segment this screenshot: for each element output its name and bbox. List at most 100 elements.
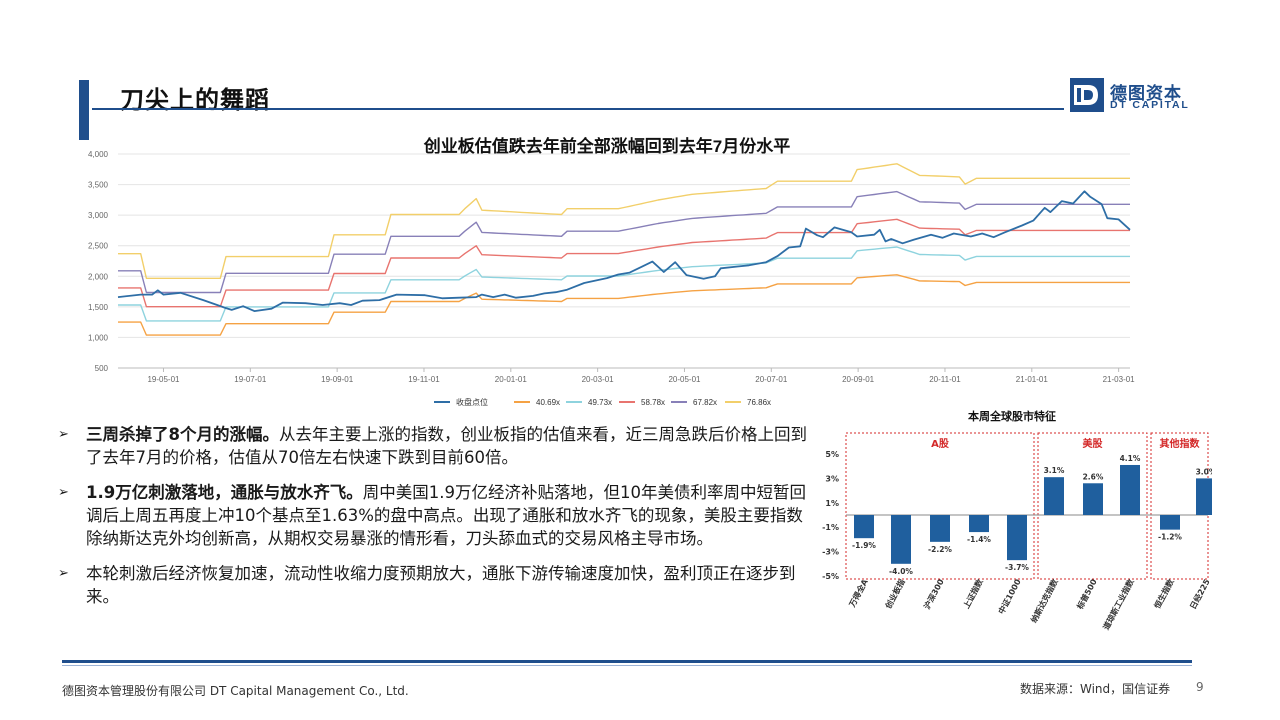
- y-tick-label: -5%: [822, 572, 839, 581]
- category-label: 纳斯达克指数: [1028, 576, 1060, 624]
- bar: [854, 515, 874, 539]
- category-label: 上证指数: [961, 576, 985, 610]
- bullet-arrow-icon: ➢: [58, 485, 69, 500]
- bar: [1083, 483, 1103, 515]
- series-line: [118, 246, 1130, 322]
- bar: [1120, 464, 1140, 515]
- footer-rule: [62, 660, 1192, 663]
- commentary-bullets: ➢ 三周杀掉了8个月的涨幅。从去年主要上涨的指数，创业板指的估值来看，近三周急跌…: [58, 423, 818, 620]
- legend-label: 收盘点位: [456, 397, 488, 407]
- bar-value-label: -3.7%: [1005, 563, 1029, 572]
- bar: [891, 515, 911, 564]
- bar-value-label: -1.9%: [852, 541, 876, 550]
- x-tick-label: 20-01-01: [495, 375, 528, 384]
- category-label: 中证1000: [996, 577, 1023, 616]
- y-tick-label: 3,000: [88, 211, 109, 220]
- group-label: 其他指数: [1160, 437, 1201, 450]
- bar: [969, 515, 989, 533]
- legend-label: 58.78x: [641, 398, 665, 407]
- legend-label: 67.82x: [693, 398, 717, 407]
- bullet-text: 从去年主要上涨的指数，创业板指的估值来看，近三周急跌后价格上回到了去年7月的价格…: [86, 425, 807, 467]
- series-line: [118, 274, 1130, 336]
- bar: [1196, 478, 1212, 515]
- side-chart-bars: -1.9% 万得全A -4.0%创业板指 -2.2% 沪深300 -1.4% 上证指数 -3.…: [846, 454, 1212, 631]
- bullet-text: 周中美国1.9万亿经济补贴落地，但10年美债利率周中短暂回调后上周五再度上冲10…: [86, 483, 806, 548]
- x-tick-label: 19-09-01: [321, 375, 354, 384]
- bar: [930, 515, 950, 542]
- series-line: [117, 190, 1131, 312]
- group-label: 美股: [1083, 437, 1104, 450]
- title-accent-bar: [79, 80, 89, 140]
- bar-value-label: -2.2%: [928, 545, 952, 554]
- bullet-text: 本轮刺激后经济恢复加速，流动性收缩力度预期放大，通胀下游传输速度加快，盈利顶正在…: [86, 564, 796, 606]
- x-tick-label: 21-01-01: [1016, 375, 1049, 384]
- x-tick-label: 21-03-01: [1103, 375, 1136, 384]
- title-underline: [92, 108, 1064, 110]
- global-markets-bar-chart: 本周全球股市特征 A股 美股 其他指数 5% 3% 1% -1% -3% -5% -1.9% 万…: [822, 409, 1212, 631]
- x-tick-label: 20-09-01: [842, 375, 875, 384]
- bar-value-label: -4.0%: [889, 567, 913, 576]
- logo-chinese-name: 德图资本: [1110, 84, 1182, 104]
- y-tick-label: 5%: [825, 450, 839, 459]
- main-chart-title: 创业板估值跌去年前全部涨幅回到去年7月份水平: [423, 136, 790, 156]
- bullet-item: ➢ 1.9万亿刺激落地，通胀与放水齐飞。周中美国1.9万亿经济补贴落地，但10年…: [58, 481, 818, 550]
- y-tick-label: 3,500: [88, 181, 109, 190]
- main-chart-x-axis: 19-05-01 19-07-01 19-09-01 19-11-01 20-01-01…: [118, 367, 1136, 384]
- legend-label: 76.86x: [747, 398, 771, 407]
- y-tick-label: 500: [95, 364, 109, 373]
- main-chart-legend: 收盘点位 40.69x 49.73x 58.78x 67.82x 76.86x: [434, 397, 771, 407]
- series-line: [118, 163, 1130, 279]
- x-tick-label: 20-11-01: [929, 375, 961, 384]
- bullet-arrow-icon: ➢: [58, 427, 69, 442]
- legend-label: 40.69x: [536, 398, 560, 407]
- dt-logo-icon: [1070, 78, 1104, 112]
- bullet-headline: 1.9万亿刺激落地，通胀与放水齐飞。: [86, 483, 363, 502]
- category-label: 沪深300: [922, 577, 946, 611]
- bar-value-label: 4.1%: [1120, 454, 1141, 463]
- main-chart-y-axis: 500 1,000 1,500 2,000 2,500 3,000 3,500 4,000: [88, 150, 109, 373]
- bullet-arrow-icon: ➢: [58, 566, 69, 581]
- category-label: 标普500: [1074, 577, 1099, 612]
- y-tick-label: -3%: [822, 548, 839, 557]
- legend-label: 49.73x: [588, 398, 612, 407]
- bar-value-label: -1.2%: [1158, 533, 1182, 542]
- bar: [1044, 477, 1064, 515]
- group-label: A股: [931, 438, 950, 450]
- footer-company: 德图资本管理股份有限公司 DT Capital Management Co., …: [62, 684, 409, 698]
- category-label: 万得全A: [846, 577, 870, 610]
- group-frame: [845, 432, 1035, 580]
- category-label: 道琼斯工业指数: [1101, 576, 1137, 631]
- x-tick-label: 20-03-01: [582, 375, 615, 384]
- bar: [1007, 515, 1027, 561]
- series-line: [118, 218, 1130, 308]
- y-tick-label: 2,000: [88, 272, 109, 281]
- bullet-item: ➢ 三周杀掉了8个月的涨幅。从去年主要上涨的指数，创业板指的估值来看，近三周急跌…: [58, 423, 818, 469]
- logo-english-name: DT CAPITAL: [1110, 99, 1190, 111]
- y-tick-label: 4,000: [88, 150, 109, 159]
- valuation-line-chart: 创业板估值跌去年前全部涨幅回到去年7月份水平 500 1,000 1,500 2,00…: [88, 136, 1136, 407]
- footer-source: 数据来源：Wind，国信证券: [1020, 682, 1171, 696]
- x-tick-label: 19-05-01: [147, 375, 180, 384]
- bar-value-label: 2.6%: [1083, 472, 1104, 481]
- page-number: 9: [1196, 680, 1204, 694]
- main-chart-grid: [118, 153, 1130, 369]
- category-label: 恒生指数: [1152, 576, 1176, 610]
- y-tick-label: 2,500: [88, 242, 109, 251]
- x-tick-label: 19-11-01: [408, 375, 440, 384]
- bar-value-label: 3.0%: [1196, 467, 1212, 476]
- y-tick-label: 1,000: [88, 333, 109, 342]
- bar-value-label: 3.1%: [1044, 466, 1065, 475]
- group-frame: [1037, 432, 1148, 580]
- category-label: 创业板指: [882, 577, 906, 611]
- x-tick-label: 20-07-01: [755, 375, 788, 384]
- x-tick-label: 19-07-01: [234, 375, 267, 384]
- category-label: 日经225: [1188, 577, 1212, 611]
- y-tick-label: -1%: [822, 523, 839, 532]
- bullet-item: ➢ 本轮刺激后经济恢复加速，流动性收缩力度预期放大，通胀下游传输速度加快，盈利顶…: [58, 562, 818, 608]
- x-tick-label: 20-05-01: [668, 375, 701, 384]
- bar-value-label: -1.4%: [967, 535, 991, 544]
- main-chart-series: [117, 163, 1131, 336]
- footer-rule-thin: [62, 665, 1192, 666]
- bullet-headline: 三周杀掉了8个月的涨幅。: [86, 425, 279, 444]
- y-tick-label: 3%: [825, 474, 839, 483]
